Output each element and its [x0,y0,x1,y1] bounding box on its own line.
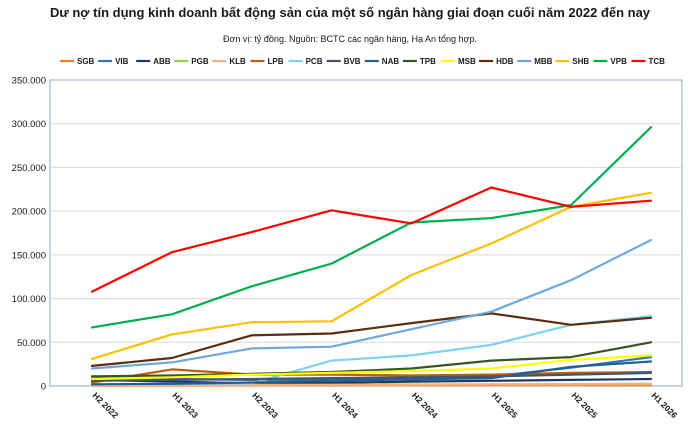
legend-label: SHB [572,57,589,66]
series-line-msb [90,354,653,381]
y-tick-label: 250.000 [12,163,46,174]
series-line-hdb [90,312,653,367]
legend-label: TCB [649,57,666,66]
series-line-mbb [90,238,653,370]
legend-label: MBB [534,57,552,66]
y-tick-label: 200.000 [12,207,46,218]
legend-item-pgb: PGB [174,57,209,66]
y-tick-label: 100.000 [12,294,46,305]
legend-item-vpb: VPB [593,57,627,66]
series-line-shb [90,191,653,360]
series-line-vpb [90,126,653,329]
legend-item-tcb: TCB [631,57,666,66]
legend-label: SGB [77,57,95,66]
y-tick-label: 50.000 [17,338,46,349]
legend-label: NAB [382,57,400,66]
legend-item-sgb: SGB [60,57,95,66]
legend-label: VIB [115,57,129,66]
y-tick-label: 150.000 [12,250,46,261]
series-line-klb [90,382,653,387]
legend: SGB VIB ABB PGB KLB LPB PCB BVB NAB TPB MSB HDB MBB S… [60,57,665,66]
legend-item-abb: ABB [136,57,171,66]
series-line-nab [90,360,653,386]
y-tick-label: 350.000 [12,76,46,87]
legend-item-shb: SHB [555,57,589,66]
legend-item-klb: KLB [212,57,246,66]
series-line-abb [90,377,653,385]
legend-label: HDB [496,57,514,66]
legend-label: LPB [268,57,284,66]
legend-item-tpb: TPB [402,57,436,66]
legend-label: TPB [420,57,436,66]
y-tick-label: 300.000 [12,119,46,130]
legend-item-nab: NAB [364,57,400,66]
legend-label: ABB [153,57,171,66]
chart-subtitle: Đơn vị: tỷ đồng. Nguồn: BCTC các ngân hà… [223,34,477,44]
chart-title: Dư nợ tín dụng kinh doanh bất động sản c… [50,5,651,20]
legend-label: MSB [458,57,476,66]
legend-item-msb: MSB [441,57,476,66]
y-tick-label: 0 [41,382,46,393]
legend-item-lpb: LPB [250,57,284,66]
legend-label: PCB [306,57,323,66]
series-line-bvb [90,371,653,382]
legend-item-bvb: BVB [326,57,361,66]
series-line-tpb [90,341,653,378]
legend-label: BVB [344,57,361,66]
legend-item-vib: VIB [98,57,129,66]
legend-label: VPB [610,57,627,66]
legend-item-hdb: HDB [479,57,514,66]
legend-label: PGB [191,57,209,66]
legend-label: KLB [229,57,246,66]
series-line-tcb [90,186,653,293]
legend-item-mbb: MBB [517,57,553,66]
legend-item-pcb: PCB [288,57,323,66]
series-line-lpb [90,368,653,384]
